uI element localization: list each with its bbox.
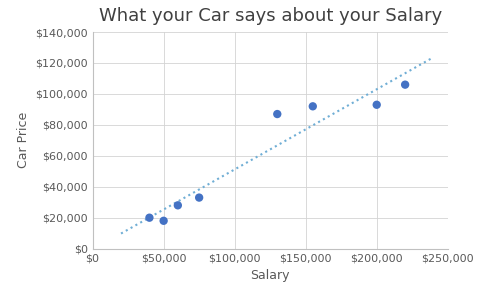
Point <box>372 103 380 107</box>
Point <box>195 195 203 200</box>
X-axis label: Salary: Salary <box>250 269 289 282</box>
Point <box>400 82 408 87</box>
Point <box>145 215 153 220</box>
Point <box>159 218 167 223</box>
Point <box>308 104 316 109</box>
Y-axis label: Car Price: Car Price <box>16 112 29 168</box>
Point <box>174 203 181 208</box>
Point <box>273 112 280 116</box>
Title: What your Car says about your Salary: What your Car says about your Salary <box>98 7 441 25</box>
